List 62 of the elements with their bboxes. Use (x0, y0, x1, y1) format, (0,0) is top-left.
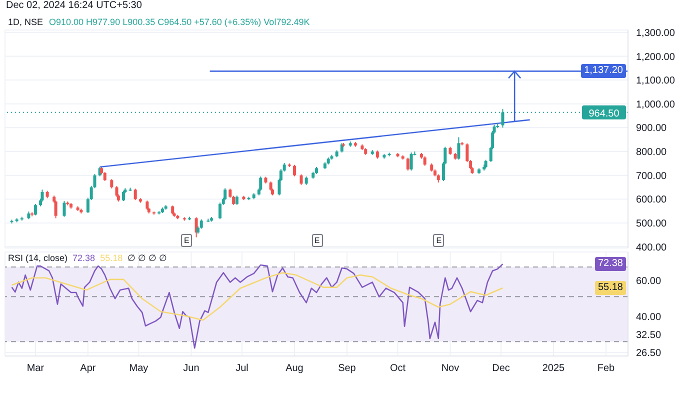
candlestick (115, 186, 118, 198)
candlestick (224, 188, 227, 201)
candlestick (146, 200, 149, 210)
chart-title: 1D, NSE (8, 17, 44, 27)
candlestick (457, 136, 460, 160)
x-tick-label: Aug (286, 363, 304, 374)
candlestick (423, 156, 426, 166)
y-tick-label: 40.00 (636, 312, 662, 323)
candlestick (134, 188, 137, 201)
y-tick-label: 1,000.00 (636, 99, 676, 110)
annotation: E (312, 234, 322, 248)
annotation: ∅ ∅ ∅ ∅ (128, 253, 168, 263)
candlestick (103, 172, 106, 182)
x-tick-label: May (129, 363, 148, 374)
candlestick (292, 164, 296, 177)
ref-line-label: 964.50 (588, 108, 620, 120)
text: O910.00 H977.90 L900.35 C964.50 +57.60 (+6.35%) Vol792.49K (49, 17, 310, 27)
x-tick-label: Mar (26, 363, 45, 374)
x-tick-label: Jun (183, 363, 200, 374)
y-tick-label: 1,100.00 (636, 76, 676, 87)
x-tick-label: Dec (492, 363, 510, 374)
y-tick-label: 600.00 (636, 194, 668, 206)
line-series (11, 263, 504, 349)
chart-subtitle: Dec 02, 2024 16:24 UTC+5:30 (6, 0, 142, 11)
x-tick-label: Apr (80, 363, 96, 374)
candlestick (259, 176, 262, 192)
annotation: 72.38 (594, 257, 626, 272)
y-tick-label: 32.50 (636, 330, 662, 342)
candlestick (40, 189, 44, 202)
annotation: E (181, 234, 192, 248)
candlestick (62, 200, 66, 218)
y-tick-label: 500.00 (636, 218, 668, 230)
annotation: E (433, 234, 444, 248)
y-tick-label: 400.00 (636, 242, 668, 254)
candlestick (218, 202, 222, 220)
x-tick-label: Feb (597, 363, 616, 374)
x-tick-label: Nov (441, 363, 460, 374)
y-tick-label: 60.00 (636, 276, 662, 288)
text: 55.18 (100, 253, 123, 263)
y-tick-label: 900.00 (636, 123, 668, 134)
candlestick (110, 178, 114, 189)
y-tick-label: 800.00 (636, 147, 668, 158)
y-tick-label: 1,200.00 (636, 52, 676, 63)
x-tick-label: Sep (338, 363, 356, 374)
candlestick (235, 195, 238, 206)
chart-title: RSI (14, close) (8, 253, 68, 263)
candlestick (269, 181, 272, 192)
line-series (11, 272, 504, 321)
y-tick-label: 26.50 (636, 348, 662, 360)
candlestick (406, 157, 410, 172)
annotation: 1,137.20 (581, 64, 626, 78)
candlestick (410, 152, 413, 172)
candlestick (200, 218, 203, 230)
x-tick-label: Jul (236, 363, 248, 374)
y-tick-label: 1,300.00 (636, 28, 676, 39)
y-tick-label: 700.00 (636, 170, 668, 182)
annotation: 55.18 (594, 280, 626, 295)
candlestick (34, 203, 37, 216)
x-tick-label: 2025 (542, 363, 566, 374)
x-tick-label: Oct (390, 363, 406, 374)
candlestick (300, 174, 303, 186)
text: 72.38 (72, 253, 96, 263)
